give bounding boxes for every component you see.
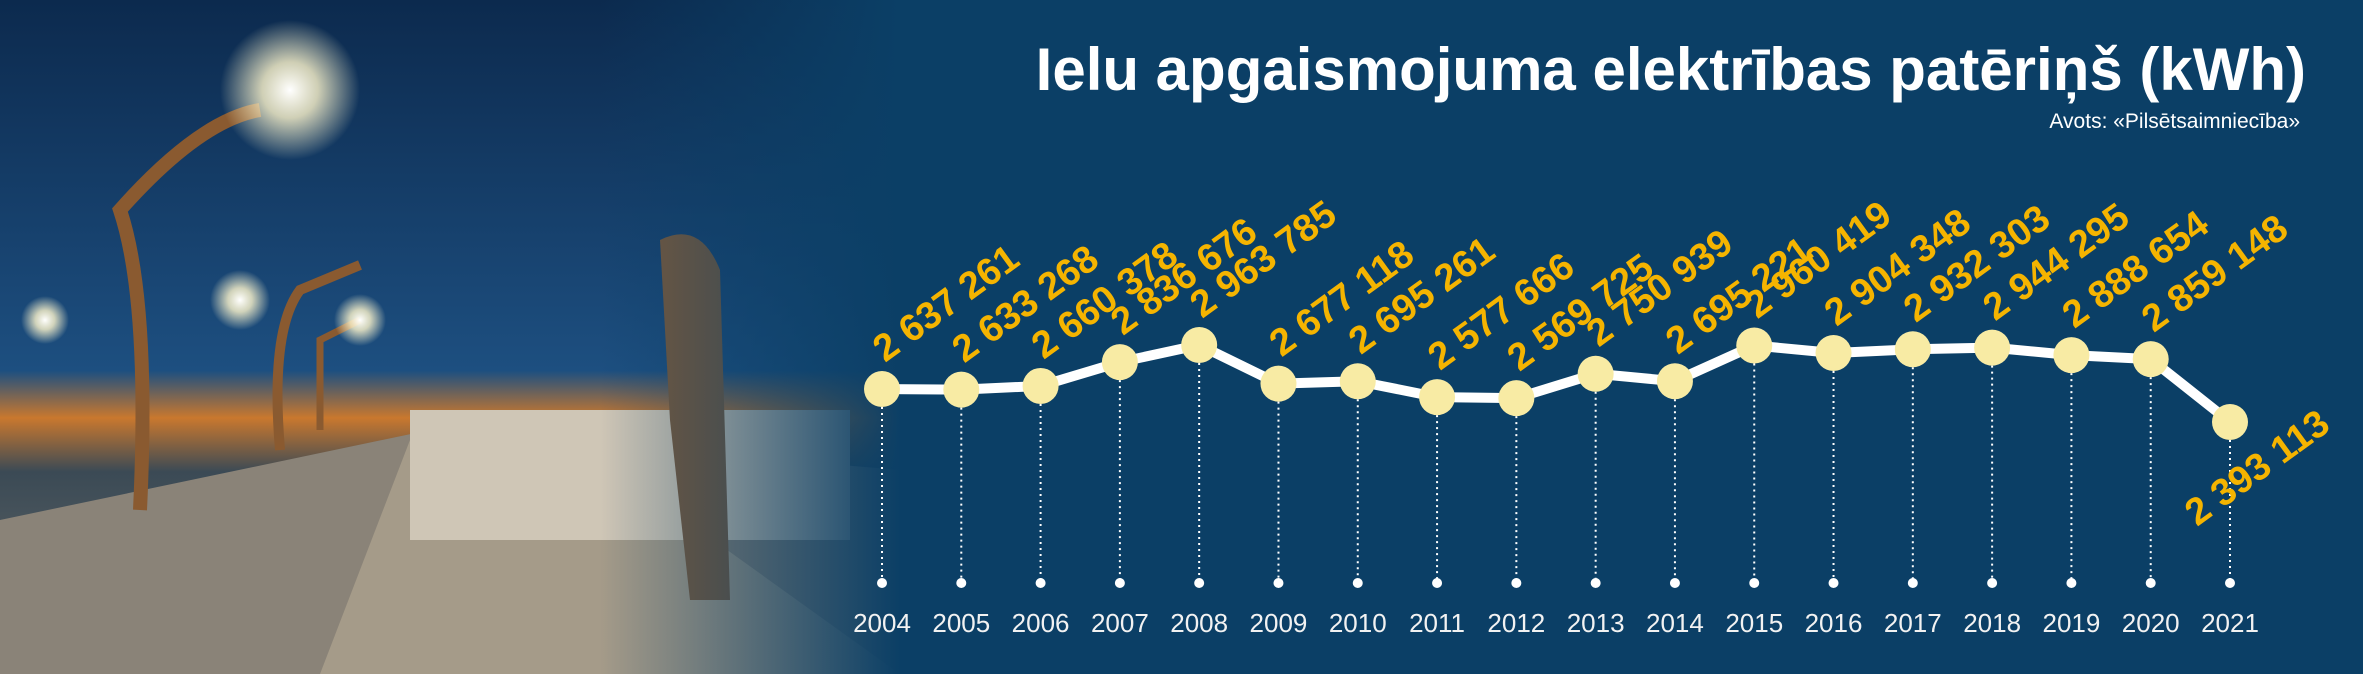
axis-dot — [1273, 578, 1284, 588]
photo — [0, 0, 900, 674]
axis-dot — [2066, 578, 2077, 588]
x-tick-label: 2008 — [1170, 608, 1228, 638]
x-tick-label: 2005 — [932, 608, 990, 638]
axis-dot — [1432, 578, 1443, 588]
marker — [1577, 355, 1614, 392]
x-tick-label: 2014 — [1646, 608, 1704, 638]
marker — [943, 371, 980, 408]
x-tick-label: 2021 — [2201, 608, 2259, 638]
marker — [1101, 344, 1138, 381]
marker — [1260, 365, 1297, 402]
marker — [1974, 329, 2011, 366]
x-tick-label: 2012 — [1487, 608, 1545, 638]
axis-dot — [1987, 578, 1998, 588]
source: Avots: «Pilsētsaimniecība» — [2049, 110, 2300, 133]
axis-dot — [1114, 578, 1125, 588]
x-tick-label: 2006 — [1012, 608, 1070, 638]
x-tick-label: 2004 — [853, 608, 911, 638]
axis-dot — [1749, 578, 1760, 588]
x-tick-label: 2011 — [1409, 608, 1465, 638]
axis-dot — [1511, 578, 1522, 588]
axis-dot — [877, 578, 887, 588]
axis-dot — [1590, 578, 1601, 588]
axis-dot — [1669, 578, 1680, 588]
x-tick-label: 2020 — [2122, 608, 2180, 638]
axis-dot — [1194, 578, 1205, 588]
axis-dot — [956, 578, 967, 588]
chart-title: Ielu apgaismojuma elektrības patēriņš (k… — [1036, 36, 2306, 103]
axis-dot — [1828, 578, 1839, 588]
marker — [1419, 379, 1456, 416]
marker — [2053, 337, 2090, 374]
x-tick-label: 2010 — [1329, 608, 1387, 638]
marker — [1894, 331, 1931, 368]
x-tick-label: 2017 — [1884, 608, 1942, 638]
marker — [1181, 327, 1218, 363]
axis-dot — [2225, 578, 2235, 588]
marker — [1339, 363, 1376, 400]
marker — [2132, 341, 2169, 378]
x-tick-label: 2016 — [1805, 608, 1863, 638]
marker — [1815, 335, 1852, 372]
marker — [1022, 367, 1059, 404]
marker — [2212, 404, 2248, 440]
marker — [1498, 380, 1535, 417]
axis-dot — [1907, 578, 1918, 588]
x-tick-label: 2015 — [1725, 608, 1783, 638]
x-tick-label: 2018 — [1963, 608, 2021, 638]
axis-dot — [2145, 578, 2156, 588]
value-label: 2 393 113 — [2178, 402, 2338, 534]
marker — [1656, 363, 1693, 400]
marker — [1736, 327, 1773, 364]
x-tick-label: 2009 — [1250, 608, 1308, 638]
marker — [864, 371, 900, 408]
axis-dot — [1352, 578, 1363, 588]
x-tick-label: 2007 — [1091, 608, 1149, 638]
x-tick-label: 2019 — [2042, 608, 2100, 638]
x-tick-label: 2013 — [1567, 608, 1625, 638]
axis-dot — [1035, 578, 1046, 588]
